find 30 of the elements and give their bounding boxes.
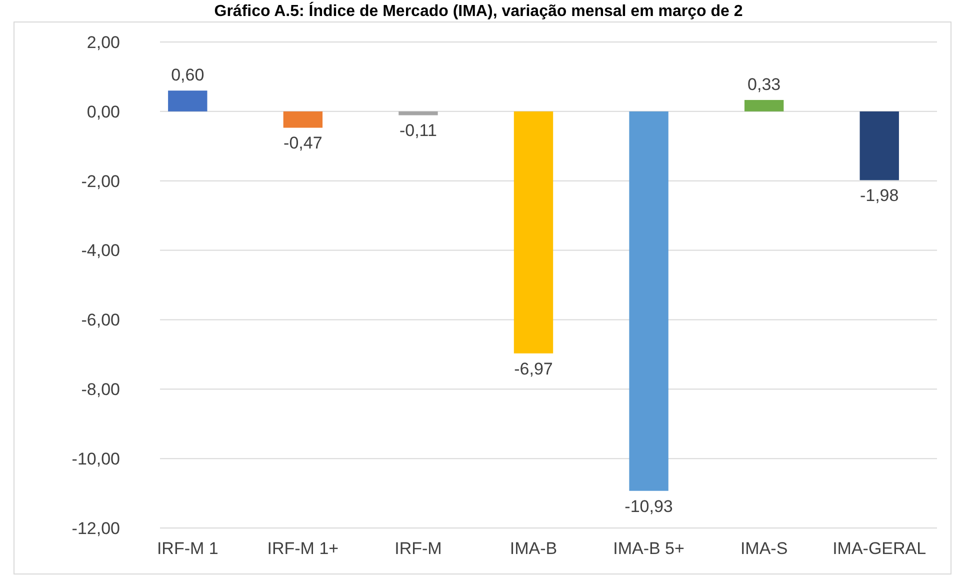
data-label: -1,98 [860,186,899,206]
x-tick-label: IRF-M [394,539,442,558]
data-label: -0,47 [284,134,322,153]
data-label: -6,97 [514,359,553,378]
y-tick-label: 0,00 [86,102,120,122]
bar [283,111,323,128]
y-tick-label: -12,00 [72,518,120,538]
bar [629,111,668,491]
x-tick-label: IMA-GERAL [832,539,926,558]
x-tick-label: IRF-M 1+ [267,539,339,558]
bar [398,111,438,116]
chart-title: Gráfico A.5: Índice de Mercado (IMA), variação mensal em março de 2 [214,1,743,20]
y-tick-label: -6,00 [81,310,120,330]
data-label: -0,11 [399,121,437,140]
y-tick-label: -8,00 [81,380,120,400]
bar [744,100,784,112]
data-label: 0,60 [171,66,204,85]
bar [514,111,554,354]
y-tick-label: -10,00 [72,450,120,469]
bar [168,90,208,112]
x-tick-label: IMA-S [740,539,788,558]
y-tick-label: -2,00 [81,172,120,191]
y-tick-label: -4,00 [81,241,120,260]
bar [860,111,899,180]
x-tick-label: IRF-M 1 [156,539,218,558]
x-tick-label: IMA-B [510,539,558,558]
data-label: 0,33 [748,74,781,94]
x-tick-label: IMA-B 5+ [613,539,685,558]
y-tick-label: 2,00 [86,32,120,52]
data-label: -10,93 [624,496,673,516]
